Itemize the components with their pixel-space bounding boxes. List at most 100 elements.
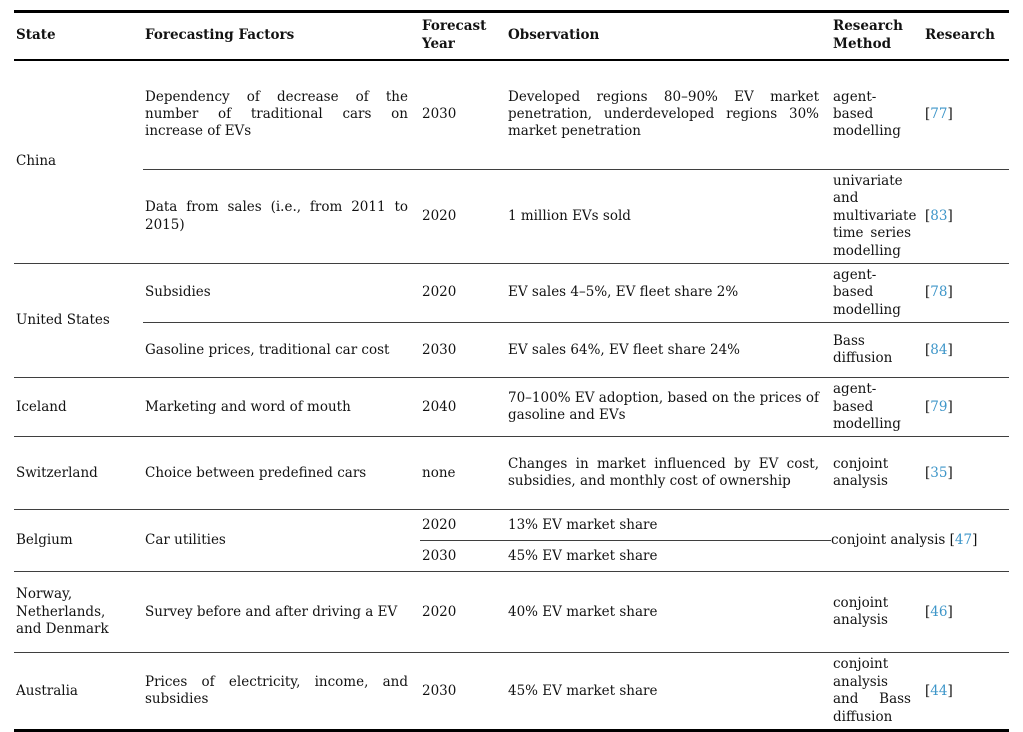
citation-bracket: [ — [949, 532, 955, 549]
col-header-research: Research — [923, 11, 1009, 61]
citation-bracket: ] — [947, 341, 953, 358]
table-row-us-2: Gasoline prices, traditional car cost 20… — [14, 322, 1009, 379]
citation-link[interactable]: 35 — [930, 464, 948, 481]
citation: [79] — [925, 399, 953, 415]
cell-state-iceland: Iceland — [14, 377, 143, 438]
table-row-switzerland: Switzerland Choice between predefined ca… — [14, 436, 1009, 511]
cell-research-method: agent-based modelling — [831, 59, 923, 170]
cell-forecast-year: 2020 — [420, 571, 506, 654]
citation-link[interactable]: 79 — [930, 398, 948, 415]
citation-bracket: [ — [925, 464, 931, 481]
cell-observation: 45% EV market share — [506, 540, 831, 573]
citation-bracket: [ — [925, 207, 931, 224]
table-row-iceland: Iceland Marketing and word of mouth 2040… — [14, 377, 1009, 438]
citation-bracket: ] — [947, 464, 953, 481]
cell-observation: 45% EV market share — [508, 682, 658, 699]
table-row-us-1: United States Subsidies 2020 EV sales 4–… — [14, 263, 1009, 379]
cell-state-belgium: Belgium — [14, 509, 143, 573]
cell-state-australia: Australia — [16, 682, 78, 699]
cell-state-norway-group: Norway, Netherlands, and Denmark — [14, 571, 143, 654]
cell-forecast-year: 2030 — [422, 682, 457, 699]
citation: [78] — [925, 284, 953, 300]
cell-research-citation: [83] — [923, 169, 1009, 265]
cell-forecast-year: 2020 — [420, 263, 506, 324]
cell-research-citation: [77] — [923, 59, 1009, 170]
citation: [77] — [925, 106, 953, 122]
cell-observation: 40% EV market share — [506, 571, 831, 654]
table-header-row: State Forecasting Factors Forecast Year … — [14, 11, 1009, 61]
cell-factors: Prices of electricity, income, and subsi… — [145, 673, 408, 708]
citation-bracket: ] — [947, 398, 953, 415]
cell-factors: Gasoline prices, traditional car cost — [143, 322, 420, 379]
cell-factors: Dependency of decrease of the number of … — [143, 59, 420, 170]
table-row-belgium-1: Belgium Car utilities 2020 13% EV market… — [14, 509, 1009, 573]
cell-observation: EV sales 64%, EV fleet share 24% — [506, 322, 831, 379]
cell-factors: Choice between predefined cars — [143, 436, 420, 511]
cell-state-switzerland: Switzerland — [14, 436, 143, 511]
citation-bracket: [ — [925, 682, 931, 699]
cell-factors: Survey before and after driving a EV — [143, 571, 420, 654]
cell-forecast-year: 2040 — [420, 377, 506, 438]
table-row-china-2: Data from sales (i.e., from 2011 to 2015… — [14, 169, 1009, 265]
citation: [35] — [925, 465, 953, 481]
cell-research-method: Bass diffusion — [831, 322, 923, 379]
cell-research-method: agent-based modelling — [831, 377, 923, 438]
cell-forecast-year: 2030 — [420, 322, 506, 379]
citation: [47] — [950, 532, 978, 548]
cell-state-united-states: United States — [14, 263, 143, 379]
citation-bracket: ] — [947, 682, 953, 699]
cell-research-citation: [44] — [923, 653, 1009, 731]
cell-research-citation: [79] — [923, 377, 1009, 438]
cell-observation: 13% EV market share — [506, 509, 831, 542]
cell-forecast-year: 2020 — [420, 169, 506, 265]
citation-link[interactable]: 83 — [930, 207, 948, 224]
cell-forecast-year: 2030 — [420, 540, 506, 573]
cell-research-method-and-citation: conjoint analysis [47] — [831, 509, 1009, 573]
col-header-observation: Observation — [506, 11, 831, 61]
table-row-norway-group: Norway, Netherlands, and Denmark Survey … — [14, 571, 1009, 654]
citation-bracket: [ — [925, 341, 931, 358]
citation: [46] — [925, 604, 953, 620]
cell-observation: Developed regions 80–90% EV market penet… — [506, 59, 831, 170]
col-header-forecasting-factors: Forecasting Factors — [143, 11, 420, 61]
citation-bracket: [ — [925, 106, 931, 123]
citation-link[interactable]: 77 — [930, 106, 948, 123]
citation-bracket: [ — [925, 284, 931, 301]
cell-observation: Changes in market influenced by EV cost,… — [506, 436, 831, 511]
cell-research-method: agent-based modelling — [831, 263, 923, 324]
citation: [83] — [925, 208, 953, 224]
cell-research-method: conjoint analysis and Bass diffusion — [833, 656, 911, 725]
cell-forecast-year: none — [420, 436, 506, 511]
cell-observation: 1 million EVs sold — [506, 169, 831, 265]
cell-observation: 70–100% EV adoption, based on the prices… — [506, 377, 831, 438]
citation-link[interactable]: 84 — [930, 341, 948, 358]
cell-research-citation: [78] — [923, 263, 1009, 324]
col-header-research-method: Research Method — [831, 11, 923, 61]
cell-research-method: conjoint analysis — [831, 436, 923, 511]
cell-research-citation: [35] — [923, 436, 1009, 511]
citation-link[interactable]: 47 — [954, 532, 973, 549]
cell-research-citation: [84] — [923, 322, 1009, 379]
cell-research-method: conjoint analysis — [831, 571, 923, 654]
cell-factors: Subsidies — [143, 263, 420, 324]
table-row-china-1: China Dependency of decrease of the numb… — [14, 59, 1009, 265]
col-header-state: State — [14, 11, 143, 61]
citation-bracket: ] — [947, 106, 953, 123]
citation-link[interactable]: 44 — [930, 682, 948, 699]
cell-state-china: China — [14, 59, 143, 265]
cell-factors: Marketing and word of mouth — [143, 377, 420, 438]
cell-observation: EV sales 4–5%, EV fleet share 2% — [506, 263, 831, 324]
citation-link[interactable]: 46 — [930, 603, 948, 620]
col-header-forecast-year: Forecast Year — [420, 11, 506, 61]
citation-bracket: [ — [925, 603, 931, 620]
cell-research-citation: [46] — [923, 571, 1009, 654]
citation: [84] — [925, 342, 953, 358]
research-method-text: conjoint analysis — [831, 532, 946, 549]
citation-bracket: [ — [925, 398, 931, 415]
cell-factors: Data from sales (i.e., from 2011 to 2015… — [143, 169, 420, 265]
citation-bracket: ] — [947, 603, 953, 620]
citation-bracket: ] — [947, 207, 953, 224]
cell-forecast-year: 2030 — [420, 59, 506, 170]
citation-link[interactable]: 78 — [930, 284, 948, 301]
